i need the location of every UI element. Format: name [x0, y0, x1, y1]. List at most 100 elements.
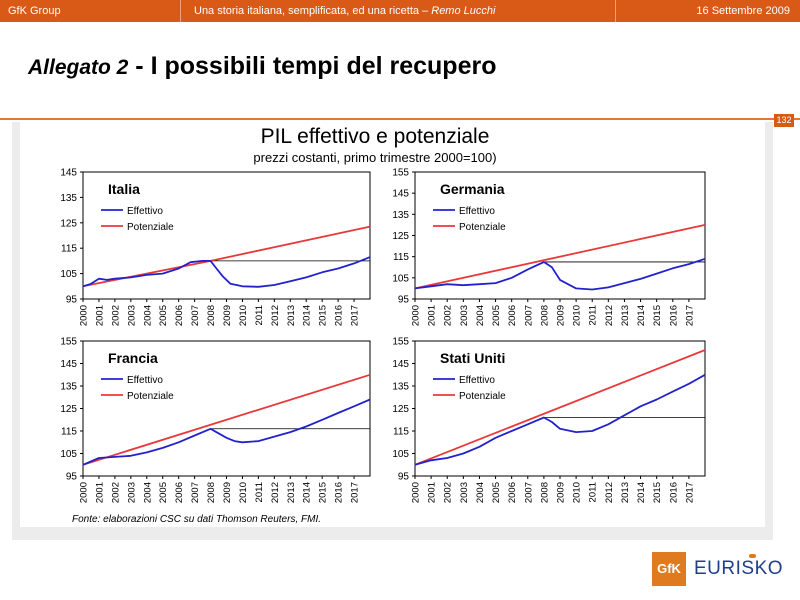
x-tick-label: 2012	[270, 482, 281, 503]
x-tick-label: 2016	[668, 482, 679, 503]
x-tick-label: 2001	[427, 482, 438, 503]
header-bar: GfK Group Una storia italiana, semplific…	[0, 0, 800, 22]
x-tick-label: 2011	[588, 305, 599, 325]
x-tick-label: 2007	[523, 482, 534, 503]
legend-label: Effettivo	[459, 206, 495, 217]
x-tick-label: 2015	[318, 305, 329, 326]
chart-panel: PIL effettivo e potenziale prezzi costan…	[12, 122, 773, 540]
y-tick-label: 145	[60, 359, 77, 370]
x-tick-label: 2005	[491, 482, 502, 503]
x-tick-label: 2007	[190, 305, 201, 326]
chart-1: 95 105 115 125 135 145 155 2000 2001 2002 2003 2004…	[392, 168, 706, 326]
legend-label: Potenziale	[127, 222, 174, 233]
x-tick-label: 2004	[475, 305, 486, 326]
x-tick-label: 2006	[174, 305, 185, 326]
y-tick-label: 125	[60, 218, 77, 229]
x-tick-label: 2002	[110, 482, 121, 503]
legend-label: Potenziale	[459, 391, 506, 402]
company-name: GfK Group	[8, 5, 61, 17]
y-tick-label: 135	[392, 382, 409, 393]
series-line-effettivo	[82, 256, 371, 288]
y-tick-label: 105	[60, 269, 77, 280]
x-tick-label: 2012	[604, 482, 615, 503]
x-tick-label: 2003	[126, 482, 137, 503]
gfk-logo-box: GfK	[652, 552, 686, 586]
y-tick-label: 135	[60, 382, 77, 393]
page-number: 132	[774, 114, 794, 127]
panel-title: Stati Uniti	[440, 350, 505, 366]
x-tick-label: 2013	[286, 305, 297, 326]
x-tick-label: 2013	[620, 305, 631, 326]
series-line-effettivo	[414, 374, 706, 466]
chart-0: 95 105 115 125 135 145 2000 2001 2002 2003 2004 200…	[60, 168, 371, 326]
y-tick-label: 95	[398, 295, 410, 306]
legend-label: Effettivo	[127, 206, 163, 217]
x-tick-label: 2010	[238, 305, 249, 326]
legend-label: Effettivo	[127, 375, 163, 386]
x-tick-label: 2001	[427, 305, 438, 326]
x-tick-label: 2001	[94, 305, 105, 326]
y-tick-label: 125	[392, 231, 409, 242]
x-tick-label: 2006	[507, 305, 518, 326]
chart-title: PIL effettivo e potenziale	[261, 125, 490, 148]
y-tick-label: 115	[61, 244, 77, 255]
author-name: Remo Lucchi	[431, 5, 496, 17]
panel-title: Francia	[108, 350, 158, 366]
y-tick-label: 145	[392, 359, 409, 370]
series-line-potenziale	[414, 349, 706, 466]
y-tick-label: 105	[392, 273, 409, 284]
x-tick-label: 2014	[302, 305, 313, 326]
gfk-eurisko-logo: GfK EURISKO	[652, 552, 783, 588]
x-tick-label: 2017	[684, 305, 695, 326]
x-tick-label: 2009	[556, 482, 567, 503]
chart-3: 95 105 115 125 135 145 155 2000 2001 2002 2003 2004…	[392, 337, 706, 503]
presentation-subtitle: Una storia italiana, semplificata, ed un…	[180, 0, 616, 22]
x-tick-label: 2010	[572, 305, 583, 326]
y-tick-label: 155	[392, 337, 409, 348]
x-tick-label: 2000	[411, 305, 422, 326]
slide-title: Allegato 2 - I possibili tempi del recup…	[28, 52, 497, 81]
series-line-potenziale	[82, 373, 371, 466]
y-tick-label: 135	[60, 193, 77, 204]
y-tick-label: 115	[61, 427, 77, 438]
x-tick-label: 2001	[94, 482, 105, 503]
x-tick-label: 2008	[206, 305, 217, 326]
x-tick-label: 2015	[652, 305, 663, 326]
legend-label: Effettivo	[459, 375, 495, 386]
x-tick-label: 2014	[302, 482, 313, 503]
x-tick-label: 2007	[523, 305, 534, 326]
x-tick-label: 2017	[350, 305, 361, 326]
title-rule	[0, 118, 800, 120]
x-tick-label: 2013	[286, 482, 297, 503]
x-tick-label: 2014	[636, 482, 647, 503]
x-tick-label: 2010	[238, 482, 249, 503]
x-tick-label: 2016	[334, 482, 345, 503]
x-tick-label: 2005	[491, 305, 502, 326]
x-tick-label: 2003	[126, 305, 137, 326]
y-tick-label: 95	[66, 472, 78, 483]
x-tick-label: 2009	[222, 305, 233, 326]
x-tick-label: 2003	[459, 482, 470, 503]
legend-label: Potenziale	[459, 222, 506, 233]
panel-title: Germania	[440, 181, 505, 197]
series-line-potenziale	[414, 224, 706, 290]
x-tick-label: 2008	[539, 305, 550, 326]
title-prefix: Allegato 2	[28, 56, 129, 79]
charts-svg: PIL effettivo e potenziale prezzi costan…	[60, 125, 706, 525]
x-tick-label: 2012	[270, 305, 281, 326]
chart-2: 95 105 115 125 135 145 155 2000 2001 2002 2003 2004…	[60, 337, 371, 503]
x-tick-label: 2004	[142, 482, 153, 503]
x-tick-label: 2016	[334, 305, 345, 326]
y-tick-label: 95	[398, 472, 410, 483]
x-tick-label: 2013	[620, 482, 631, 503]
x-tick-label: 2004	[142, 305, 153, 326]
x-tick-label: 2006	[174, 482, 185, 503]
series-line-effettivo	[82, 398, 371, 466]
y-tick-label: 155	[392, 168, 409, 179]
chart-area: PIL effettivo e potenziale prezzi costan…	[20, 122, 765, 527]
x-tick-label: 2014	[636, 305, 647, 326]
header-date: 16 Settembre 2009	[696, 5, 790, 17]
x-tick-label: 2007	[190, 482, 201, 503]
x-tick-label: 2011	[254, 305, 265, 325]
x-tick-label: 2005	[158, 482, 169, 503]
